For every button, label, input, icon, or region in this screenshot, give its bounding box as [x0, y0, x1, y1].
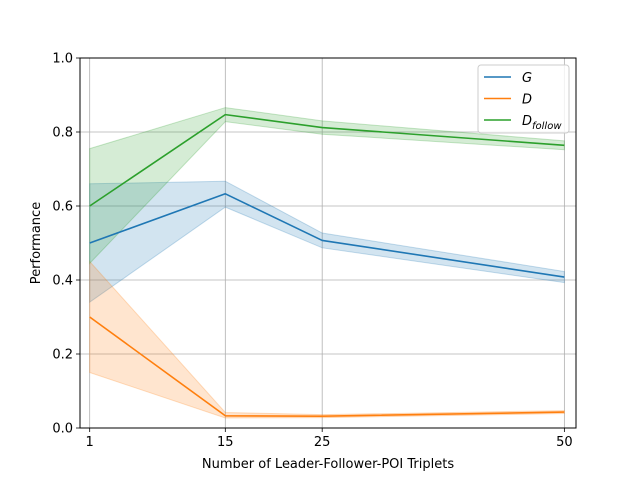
x-tick-label: 1 — [86, 435, 94, 450]
y-tick-label: 0.6 — [52, 200, 73, 215]
band-d — [89, 260, 565, 419]
x-tick-label: 25 — [314, 435, 331, 450]
band-dfollow — [89, 107, 565, 265]
y-tick-label: 0.4 — [52, 274, 73, 289]
y-tick-label: 0.8 — [52, 126, 73, 141]
series-lines — [89, 113, 565, 417]
line-dfollow — [89, 113, 565, 207]
legend-label-g: G — [522, 71, 532, 86]
legend-label-subscript: follow — [532, 121, 562, 132]
x-axis-label: Number of Leader-Follower-POI Triplets — [202, 457, 454, 472]
legend-label-main: D — [522, 114, 532, 129]
confidence-bands — [89, 107, 565, 419]
line-d — [89, 316, 565, 417]
legend-label-dfollow: Dfollow — [522, 114, 562, 132]
plot-frame — [79, 57, 577, 429]
x-tick-label: 15 — [217, 435, 234, 450]
x-tick-label: 50 — [556, 435, 573, 450]
legend-label-main: G — [522, 71, 532, 86]
y-tick-label: 0.0 — [52, 422, 73, 437]
y-tick-label: 0.2 — [52, 348, 73, 363]
y-tick-label: 1.0 — [52, 52, 73, 67]
legend-label-main: D — [522, 93, 532, 108]
line-g — [89, 192, 565, 278]
legend-label-d: D — [522, 93, 532, 108]
legend-box — [477, 64, 570, 134]
axis-ticks: 1 15 25 50 0.0 0.2 0.4 0.6 0.8 1.0 — [52, 52, 572, 451]
y-axis-label: Performance — [29, 202, 44, 284]
